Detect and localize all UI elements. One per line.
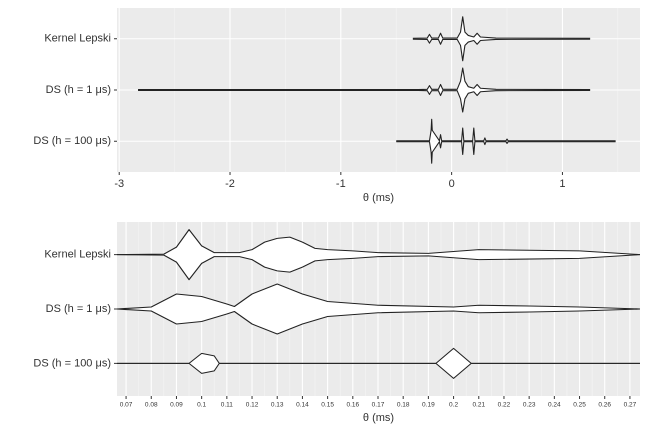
violin-outline bbox=[116, 254, 641, 281]
violin-outline bbox=[396, 118, 616, 142]
x-tick-label: 0.22 bbox=[498, 402, 511, 409]
violin-outline bbox=[412, 38, 591, 62]
y-tick-label: Kernel Lepski bbox=[44, 249, 111, 261]
x-tick-label: 0.19 bbox=[422, 402, 435, 409]
violin-outline bbox=[396, 141, 616, 164]
violin-outline bbox=[116, 283, 641, 310]
x-tick-label: 0 bbox=[449, 178, 455, 190]
violin-outline bbox=[138, 89, 591, 113]
x-tick-label: 0.15 bbox=[321, 402, 334, 409]
x-axis-title: θ (ms) bbox=[363, 192, 394, 204]
violin-outline bbox=[117, 362, 640, 379]
y-tick-label: Kernel Lepski bbox=[44, 33, 111, 45]
x-tick-label: 0.11 bbox=[221, 402, 234, 409]
x-tick-label: -3 bbox=[114, 178, 124, 190]
violin-outline bbox=[116, 229, 641, 256]
violin-outline bbox=[412, 16, 591, 39]
y-tick-label: DS (h = 100 μs) bbox=[33, 357, 111, 369]
y-tick-label: DS (h = 100 μs) bbox=[33, 135, 111, 147]
x-tick-label: 0.12 bbox=[246, 402, 259, 409]
x-tick-label: 0.2 bbox=[449, 402, 458, 409]
y-tick-label: DS (h = 1 μs) bbox=[46, 303, 111, 315]
x-tick-label: 0.18 bbox=[397, 402, 410, 409]
x-tick-label: 0.24 bbox=[548, 402, 561, 409]
x-tick-label: -1 bbox=[336, 178, 346, 190]
x-tick-label: 0.23 bbox=[523, 402, 536, 409]
x-tick-label: -2 bbox=[225, 178, 235, 190]
x-tick-label: 0.16 bbox=[346, 402, 359, 409]
x-tick-label: 0.09 bbox=[170, 402, 183, 409]
x-tick-label: 0.07 bbox=[120, 402, 133, 409]
x-tick-label: 0.13 bbox=[271, 402, 284, 409]
x-tick-label: 0.17 bbox=[372, 402, 385, 409]
y-tick-label: DS (h = 1 μs) bbox=[46, 84, 111, 96]
x-tick-label: 0.25 bbox=[573, 402, 586, 409]
x-tick-label: 0.14 bbox=[296, 402, 309, 409]
x-tick-label: 0.27 bbox=[624, 402, 637, 409]
violin-outline bbox=[138, 67, 591, 91]
x-tick-label: 0.26 bbox=[598, 402, 611, 409]
x-tick-label: 0.21 bbox=[472, 402, 485, 409]
x-axis-title: θ (ms) bbox=[363, 412, 394, 424]
x-tick-label: 0.08 bbox=[145, 402, 158, 409]
violin-outline bbox=[116, 308, 641, 335]
x-tick-label: 1 bbox=[559, 178, 565, 190]
x-tick-label: 0.1 bbox=[197, 402, 206, 409]
